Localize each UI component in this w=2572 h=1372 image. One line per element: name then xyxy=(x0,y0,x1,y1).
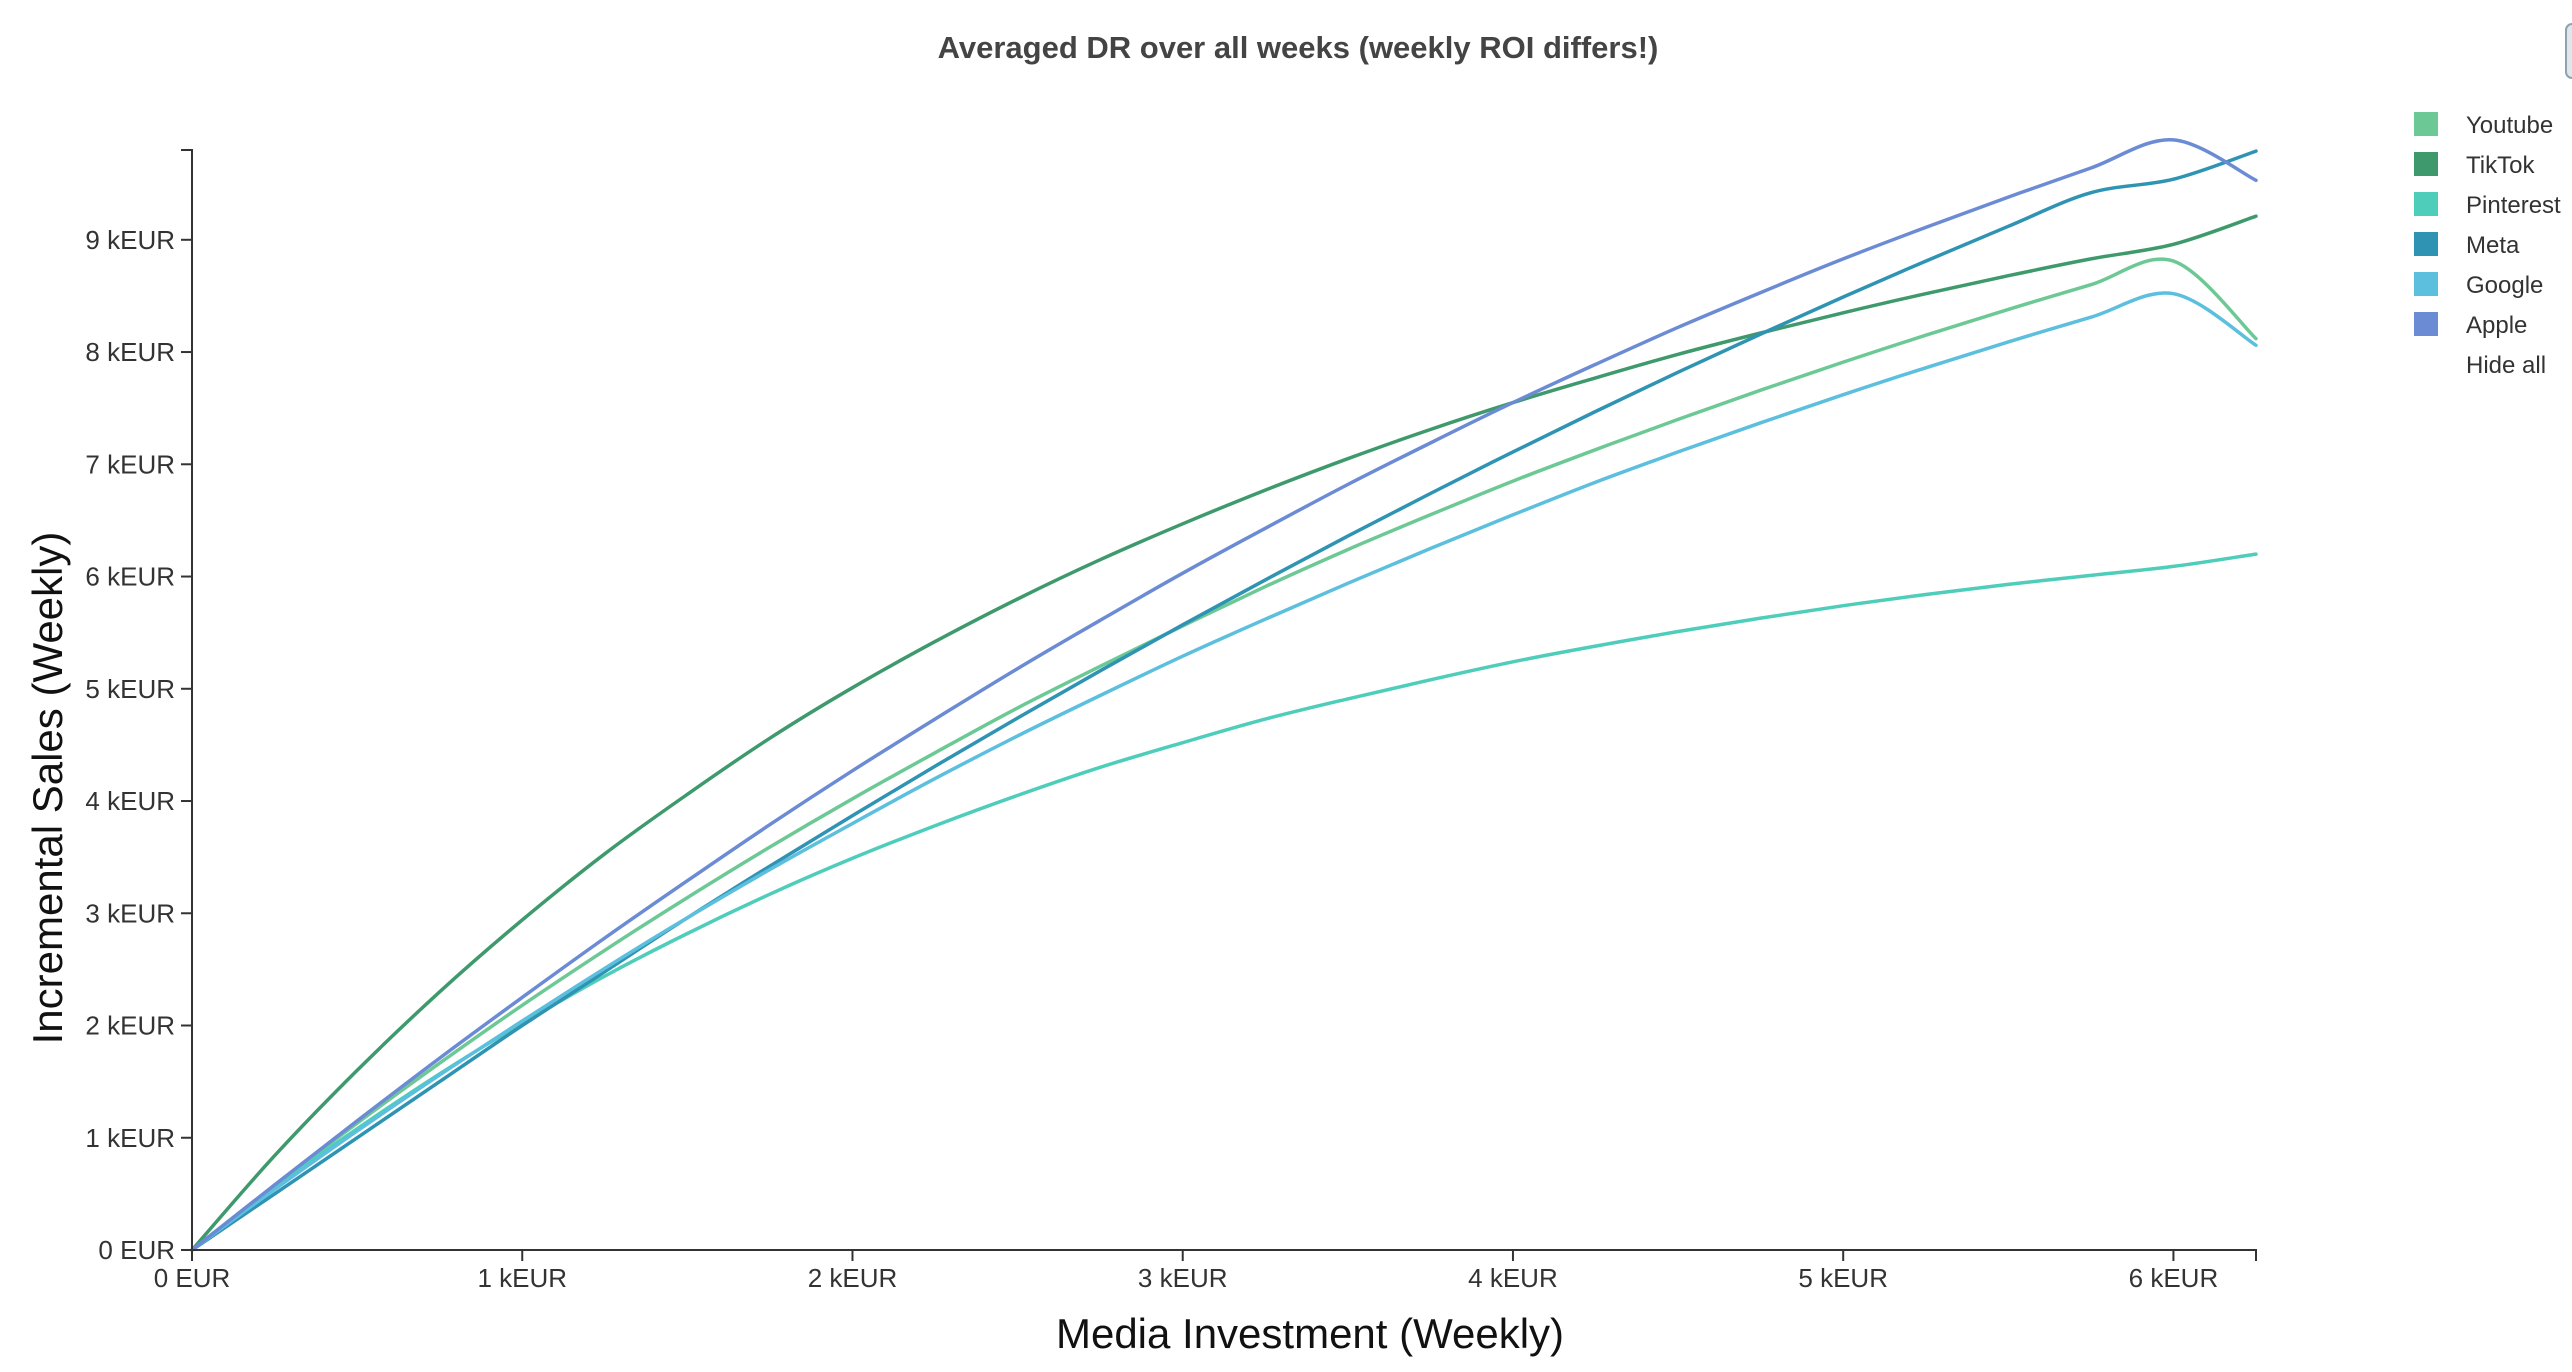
x-tick-label: 0 EUR xyxy=(154,1263,231,1293)
series-line-apple[interactable] xyxy=(190,138,2258,1252)
series-line-google[interactable] xyxy=(190,291,2258,1252)
legend-item-meta[interactable]: Meta xyxy=(2414,232,2520,259)
y-tick-label: 2 kEUR xyxy=(85,1011,175,1041)
y-tick-label: 3 kEUR xyxy=(85,898,175,928)
x-tick-label: 2 kEUR xyxy=(808,1263,898,1293)
legend: Youtube TikTok Pinterest Meta Google Apple Hid… xyxy=(2414,112,2561,379)
y-tick-label: 9 kEUR xyxy=(85,225,175,255)
legend-label: Pinterest xyxy=(2466,192,2561,219)
x-tick-label: 6 kEUR xyxy=(2129,1263,2219,1293)
legend-swatch xyxy=(2414,152,2438,176)
legend-label: Youtube xyxy=(2466,112,2553,139)
legend-swatch xyxy=(2414,112,2438,136)
y-tick-label: 5 kEUR xyxy=(85,674,175,704)
legend-label: Google xyxy=(2466,272,2543,299)
legend-item-apple[interactable]: Apple xyxy=(2414,312,2527,339)
x-axis-line xyxy=(191,1249,2257,1261)
legend-item-tiktok[interactable]: TikTok xyxy=(2414,152,2535,179)
x-tick-label: 4 kEUR xyxy=(1468,1263,1558,1293)
y-tick-label: 6 kEUR xyxy=(85,562,175,592)
x-axis-ticks: 0 EUR 1 kEUR 2 kEUR 3 kEUR 4 kEUR 5 kEUR 6 kEU… xyxy=(154,1250,2219,1293)
y-tick-label: 0 EUR xyxy=(98,1235,175,1265)
legend-swatch xyxy=(2414,272,2438,296)
y-tick-label: 1 kEUR xyxy=(85,1123,175,1153)
series-line-tiktok[interactable] xyxy=(190,214,2258,1252)
legend-item-google[interactable]: Google xyxy=(2414,272,2543,299)
legend-swatch xyxy=(2414,312,2438,336)
legend-label: TikTok xyxy=(2466,152,2535,179)
y-tick-label: 8 kEUR xyxy=(85,337,175,367)
x-tick-label: 3 kEUR xyxy=(1138,1263,1228,1293)
x-tick-label: 1 kEUR xyxy=(477,1263,567,1293)
series-line-youtube[interactable] xyxy=(190,257,2258,1252)
y-axis-ticks: 0 EUR 1 kEUR 2 kEUR 3 kEUR 4 kEUR 5 kEUR 6 kEU… xyxy=(85,225,192,1265)
series-layer xyxy=(190,138,2258,1252)
legend-label: Apple xyxy=(2466,312,2527,339)
legend-hide-all[interactable]: Hide all xyxy=(2466,352,2546,379)
y-axis-title: Incremental Sales (Weekly) xyxy=(24,532,71,1045)
legend-item-youtube[interactable]: Youtube xyxy=(2414,112,2553,139)
legend-swatch xyxy=(2414,192,2438,216)
legend-label: Meta xyxy=(2466,232,2520,259)
y-axis-line xyxy=(181,149,193,1251)
series-line-meta[interactable] xyxy=(190,149,2258,1252)
x-axis-title: Media Investment (Weekly) xyxy=(1056,1310,1564,1357)
legend-swatch xyxy=(2414,232,2438,256)
plot-area: 0 EUR 1 kEUR 2 kEUR 3 kEUR 4 kEUR 5 kEUR 6 kEU… xyxy=(85,138,2258,1293)
legend-item-pinterest[interactable]: Pinterest xyxy=(2414,192,2561,219)
y-tick-label: 7 kEUR xyxy=(85,449,175,479)
chart-title: Averaged DR over all weeks (weekly ROI d… xyxy=(938,30,1659,65)
y-tick-label: 4 kEUR xyxy=(85,786,175,816)
x-tick-label: 5 kEUR xyxy=(1798,1263,1888,1293)
series-line-pinterest[interactable] xyxy=(190,552,2258,1252)
panel-resize-handle[interactable] xyxy=(2565,23,2572,79)
